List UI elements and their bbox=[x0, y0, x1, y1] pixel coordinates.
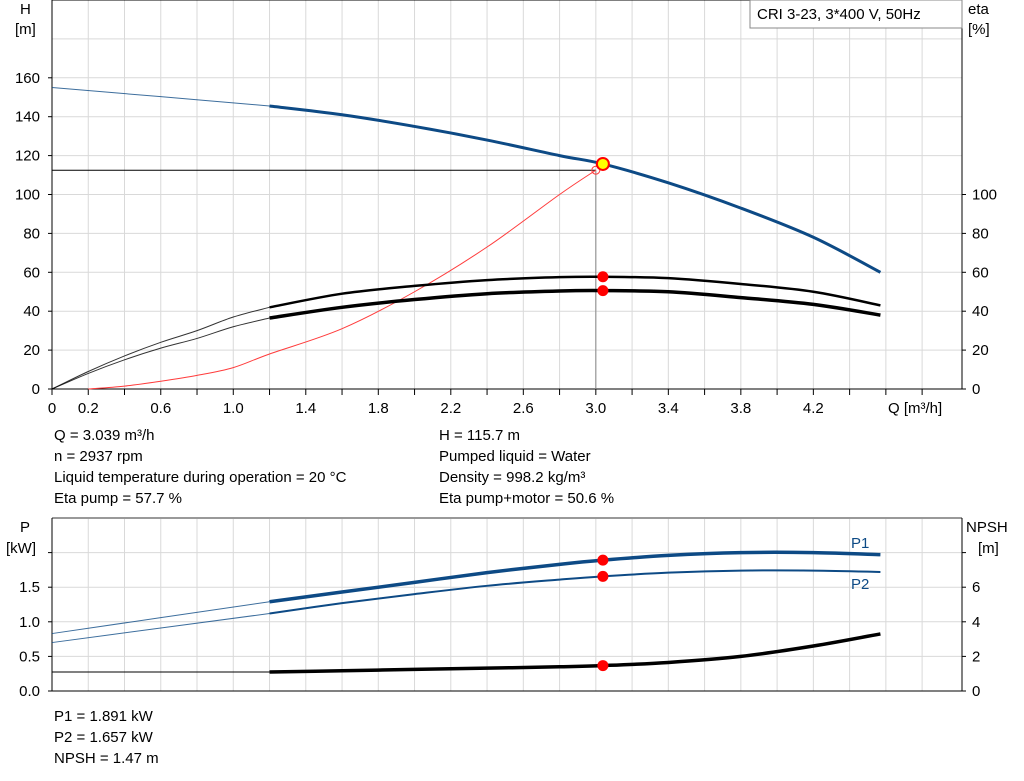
speed-readout: n = 2937 rpm bbox=[54, 448, 143, 465]
chart-title: CRI 3-23, 3*400 V, 50Hz bbox=[757, 6, 921, 23]
npsh-marker bbox=[597, 660, 609, 672]
curve-P2 bbox=[269, 569, 881, 615]
x-tick-label: 1.0 bbox=[223, 400, 244, 417]
liquid-readout: Pumped liquid = Water bbox=[439, 448, 591, 465]
curve-P2-extrapolated bbox=[51, 613, 270, 644]
y2-tick-label: 20 bbox=[972, 342, 989, 359]
curve-P1 bbox=[269, 550, 881, 604]
y2-axis-unit: [%] bbox=[968, 21, 990, 38]
x-tick-label: 2.2 bbox=[440, 400, 461, 417]
y-axis-label: H bbox=[20, 1, 31, 18]
p1-readout: P1 = 1.891 kW bbox=[54, 708, 153, 725]
curve-NPSH bbox=[269, 632, 881, 674]
eta-pump-readout: Eta pump = 57.7 % bbox=[54, 490, 182, 507]
y-axis-unit: [kW] bbox=[6, 540, 36, 557]
x-tick-label: 0 bbox=[48, 400, 56, 417]
p2-readout: P2 = 1.657 kW bbox=[54, 729, 153, 746]
x-tick-label: 1.8 bbox=[368, 400, 389, 417]
y-axis-unit: [m] bbox=[15, 21, 36, 38]
head-readout: H = 115.7 m bbox=[439, 427, 521, 444]
curve-eta_pump bbox=[269, 275, 881, 309]
curve-eta_total bbox=[269, 288, 881, 320]
y-tick-label: 120 bbox=[15, 148, 40, 165]
x-tick-label: 3.0 bbox=[585, 400, 606, 417]
curve-P1-extrapolated bbox=[51, 601, 270, 635]
y-tick-label: 0.5 bbox=[19, 648, 40, 665]
eta-total-readout: Eta pump+motor = 50.6 % bbox=[439, 490, 615, 507]
x-tick-label: 4.2 bbox=[803, 400, 824, 417]
p1-marker bbox=[597, 554, 609, 566]
y-tick-label: 20 bbox=[23, 342, 40, 359]
y-tick-label: 60 bbox=[23, 264, 40, 281]
y-tick-label: 100 bbox=[15, 187, 40, 204]
eta-total-marker bbox=[597, 285, 609, 297]
info-left-top: Q = 3.039 m³/h n = 2937 rpm Liquid tempe… bbox=[54, 425, 346, 509]
y2-axis-label: eta bbox=[968, 1, 990, 18]
y2-tick-label: 2 bbox=[972, 648, 980, 665]
y2-tick-label: 80 bbox=[972, 225, 989, 242]
y-tick-label: 1.0 bbox=[19, 614, 40, 631]
y2-tick-label: 40 bbox=[972, 303, 989, 320]
y2-tick-label: 0 bbox=[972, 683, 980, 700]
y2-axis-unit: [m] bbox=[978, 540, 999, 557]
eta-pump-marker bbox=[597, 271, 609, 283]
y-tick-label: 80 bbox=[23, 225, 40, 242]
y-axis-label: P bbox=[20, 519, 30, 536]
temperature-readout: Liquid temperature during operation = 20… bbox=[54, 469, 347, 486]
curve-H-extrapolated bbox=[51, 87, 270, 107]
x-axis-label: Q [m³/h] bbox=[888, 400, 942, 417]
series-label-p1: P1 bbox=[851, 535, 869, 552]
series-label-p2: P2 bbox=[851, 576, 869, 593]
curve-eta_pump-extrapolated bbox=[51, 306, 270, 390]
p2-marker bbox=[597, 570, 609, 582]
y-tick-label: 160 bbox=[15, 70, 40, 87]
density-readout: Density = 998.2 kg/m³ bbox=[439, 469, 586, 486]
x-tick-label: 1.4 bbox=[295, 400, 316, 417]
y-tick-label: 40 bbox=[23, 303, 40, 320]
x-tick-label: 2.6 bbox=[513, 400, 534, 417]
y2-axis-label: NPSH bbox=[966, 519, 1008, 536]
x-tick-label: 0.2 bbox=[78, 400, 99, 417]
info-bottom: P1 = 1.891 kW P2 = 1.657 kW NPSH = 1.47 … bbox=[54, 706, 159, 769]
x-tick-label: 0.6 bbox=[150, 400, 171, 417]
duty-point-marker bbox=[595, 156, 610, 171]
chart-title-box bbox=[749, 0, 963, 29]
y2-tick-label: 0 bbox=[972, 381, 980, 398]
y-tick-label: 0 bbox=[32, 381, 40, 398]
y2-tick-label: 100 bbox=[972, 187, 997, 204]
y2-tick-label: 4 bbox=[972, 614, 980, 631]
y2-tick-label: 60 bbox=[972, 264, 989, 281]
info-right-top: H = 115.7 m Pumped liquid = Water Densit… bbox=[439, 425, 614, 509]
curve-H bbox=[269, 104, 882, 274]
npsh-readout: NPSH = 1.47 m bbox=[54, 750, 159, 767]
y-tick-label: 140 bbox=[15, 109, 40, 126]
y2-tick-label: 6 bbox=[972, 579, 980, 596]
x-tick-label: 3.4 bbox=[658, 400, 679, 417]
curve-system bbox=[88, 169, 597, 390]
x-tick-label: 3.8 bbox=[730, 400, 751, 417]
curve-eta_total-extrapolated bbox=[51, 317, 270, 390]
y-tick-label: 0.0 bbox=[19, 683, 40, 700]
y-tick-label: 1.5 bbox=[19, 579, 40, 596]
flow-readout: Q = 3.039 m³/h bbox=[54, 427, 155, 444]
